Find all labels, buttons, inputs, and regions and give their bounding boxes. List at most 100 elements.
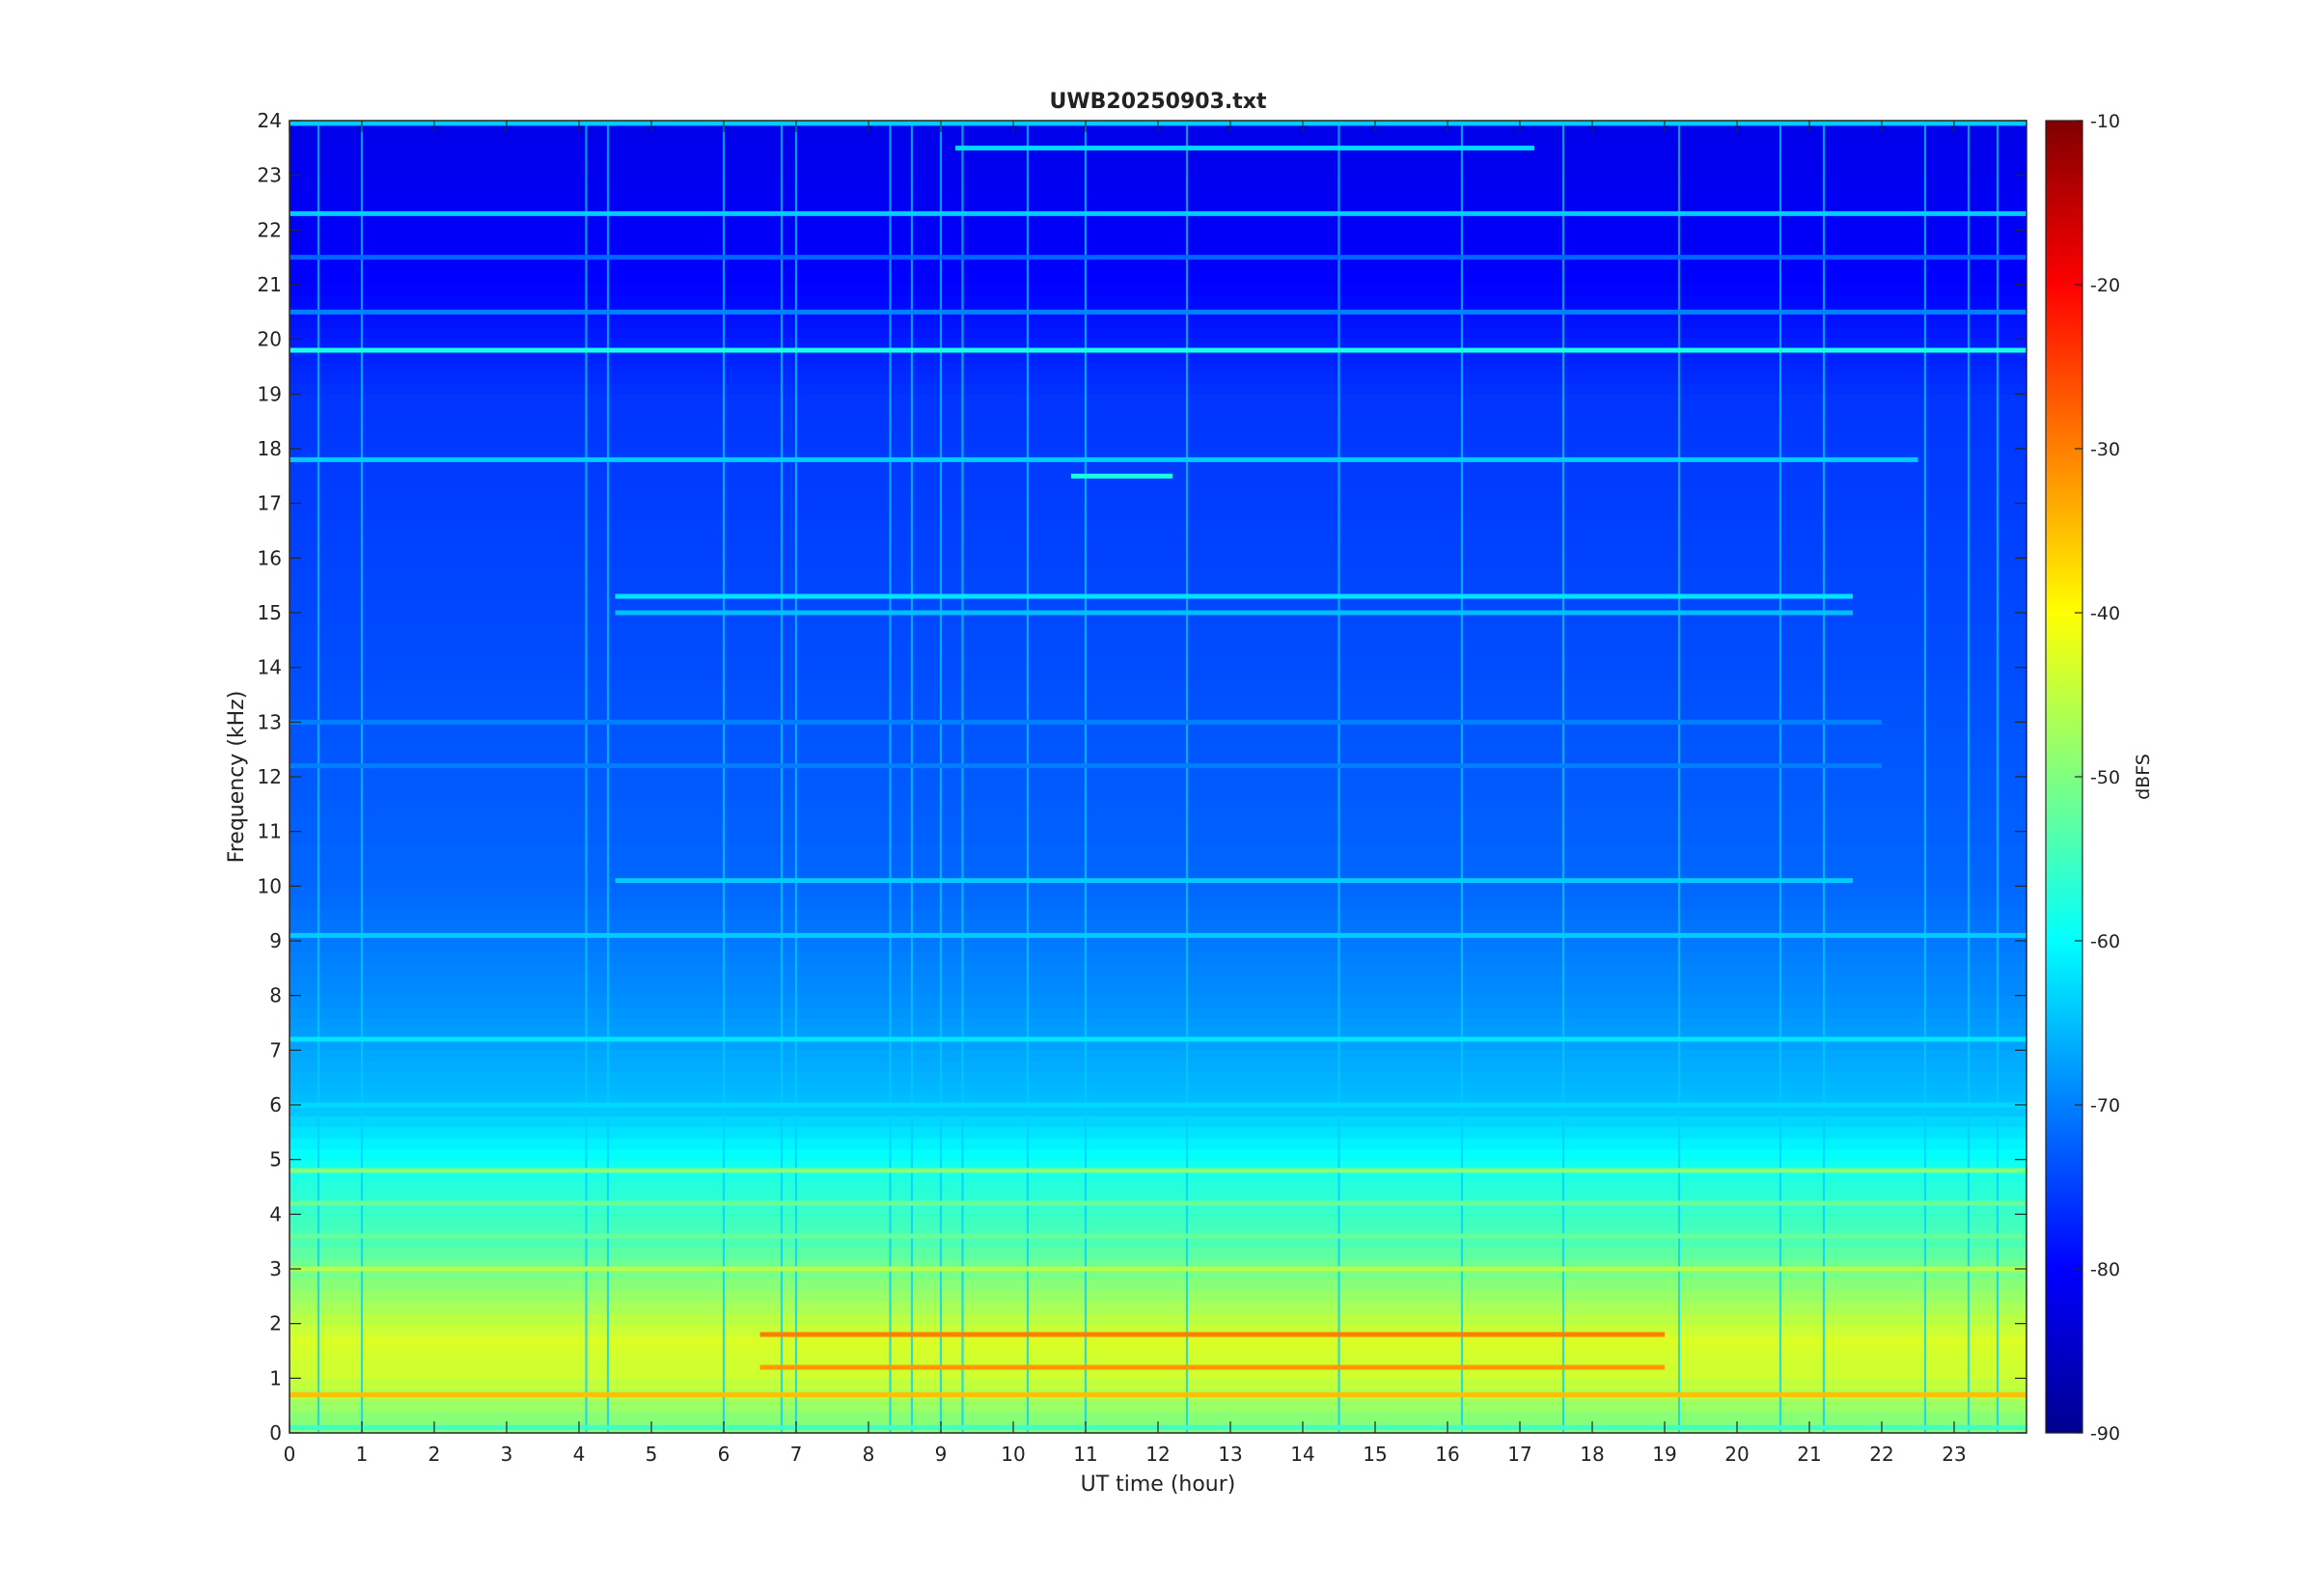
x-tick-label: 3 [501, 1443, 513, 1466]
colorbar-tick-label: -70 [2090, 1095, 2120, 1116]
heatmap-band [290, 1203, 2026, 1215]
y-tick-label: 21 [258, 273, 282, 296]
heatmap-band [290, 1138, 2026, 1149]
heatmap-band [290, 1006, 2026, 1018]
y-tick-label: 9 [269, 929, 282, 952]
heatmap-band [290, 908, 2026, 920]
chart-title: UWB20250903.txt [1050, 90, 1267, 114]
heatmap-band [290, 919, 2026, 931]
x-tick-label: 1 [356, 1443, 369, 1466]
y-tick-label: 12 [258, 765, 282, 788]
heatmap-band [290, 820, 2026, 833]
heatmap-band [290, 667, 2026, 679]
heatmap-band [290, 722, 2026, 734]
y-tick-label: 14 [258, 656, 282, 679]
x-tick-label: 10 [1001, 1443, 1025, 1466]
heatmap-band [290, 678, 2026, 690]
heatmap-band [290, 568, 2026, 581]
heatmap-band [290, 744, 2026, 756]
heatmap-band [290, 995, 2026, 1007]
heatmap-band [290, 371, 2026, 384]
heatmap-band [290, 1400, 2026, 1412]
broadband-events [317, 121, 1999, 1433]
heatmap-band [290, 449, 2026, 460]
heatmap-band [290, 230, 2026, 242]
x-tick-label: 20 [1724, 1443, 1749, 1466]
heatmap-band [290, 547, 2026, 559]
heatmap-band [290, 240, 2026, 253]
x-tick-label: 15 [1363, 1443, 1387, 1466]
heatmap-band [290, 798, 2026, 811]
heatmap-band [290, 1302, 2026, 1313]
colorbar-tick-label: -90 [2090, 1423, 2120, 1445]
y-axis-label: Frequency (kHz) [225, 691, 249, 864]
heatmap-band [290, 810, 2026, 821]
heatmap-band [290, 1367, 2026, 1379]
heatmap-band [290, 350, 2026, 362]
y-tick-label: 15 [258, 601, 282, 624]
colorbar-label: dBFS [2133, 754, 2154, 800]
heatmap-band [290, 1039, 2026, 1051]
heatmap-band [290, 700, 2026, 712]
colorbar: -10 -20 -30 -40 -50 -60 -70 -80 -90 dBFS [2045, 111, 2154, 1445]
heatmap-band [290, 1148, 2026, 1161]
heatmap-band [290, 328, 2026, 341]
heatmap-band [290, 580, 2026, 592]
heatmap-band [290, 273, 2026, 286]
heatmap-band [290, 175, 2026, 187]
colorbar-tick-label: -60 [2090, 931, 2120, 952]
heatmap-band [290, 1345, 2026, 1358]
heatmap-band [290, 765, 2026, 778]
heatmap-band [290, 1257, 2026, 1270]
heatmap-band [290, 984, 2026, 997]
heatmap-band [290, 777, 2026, 788]
colorbar-tick-label: -30 [2090, 439, 2120, 460]
heatmap-band [290, 459, 2026, 472]
heatmap-band [290, 339, 2026, 351]
heatmap-band [290, 404, 2026, 417]
heatmap-band [290, 1126, 2026, 1139]
heatmap-band [290, 536, 2026, 548]
heatmap-band [290, 1159, 2026, 1171]
heatmap-band [290, 1378, 2026, 1390]
y-tick-label: 19 [258, 382, 282, 405]
heatmap-band [290, 1411, 2026, 1423]
heatmap-band [290, 383, 2026, 395]
heatmap-band [290, 646, 2026, 657]
heatmap-band [290, 962, 2026, 975]
heatmap-band [290, 1017, 2026, 1030]
heatmap-band [290, 1050, 2026, 1062]
heatmap-band [290, 1290, 2026, 1303]
heatmap-band [290, 262, 2026, 275]
heatmap-band [290, 514, 2026, 526]
y-tick-label: 0 [269, 1421, 282, 1445]
heatmap-band [290, 1028, 2026, 1040]
colorbar-ticks: -10 -20 -30 -40 -50 -60 -70 -80 -90 [2075, 111, 2120, 1445]
x-tick-label: 8 [863, 1443, 875, 1466]
heatmap-band [290, 1269, 2026, 1280]
heatmap-band [290, 1280, 2026, 1292]
heatmap-band [290, 613, 2026, 624]
heatmap-band [290, 601, 2026, 614]
heatmap-band [290, 689, 2026, 702]
heatmap-band [290, 842, 2026, 854]
heatmap-band [290, 153, 2026, 165]
x-tick-label: 21 [1797, 1443, 1821, 1466]
heatmap-band [290, 623, 2026, 636]
heatmap-band [290, 186, 2026, 198]
heatmap-band [290, 1236, 2026, 1248]
colorbar-tick-label: -20 [2090, 275, 2120, 296]
y-tick-label: 18 [258, 437, 282, 460]
heatmap-band [290, 787, 2026, 800]
heatmap-band [290, 197, 2026, 209]
heatmap-band [290, 1115, 2026, 1128]
x-tick-label: 9 [935, 1443, 948, 1466]
heatmap-band [290, 974, 2026, 985]
x-tick-label: 0 [284, 1443, 296, 1466]
y-tick-label: 7 [269, 1038, 282, 1061]
heatmap-band [290, 732, 2026, 745]
heatmap-band [290, 1181, 2026, 1194]
heatmap-band [290, 951, 2026, 964]
